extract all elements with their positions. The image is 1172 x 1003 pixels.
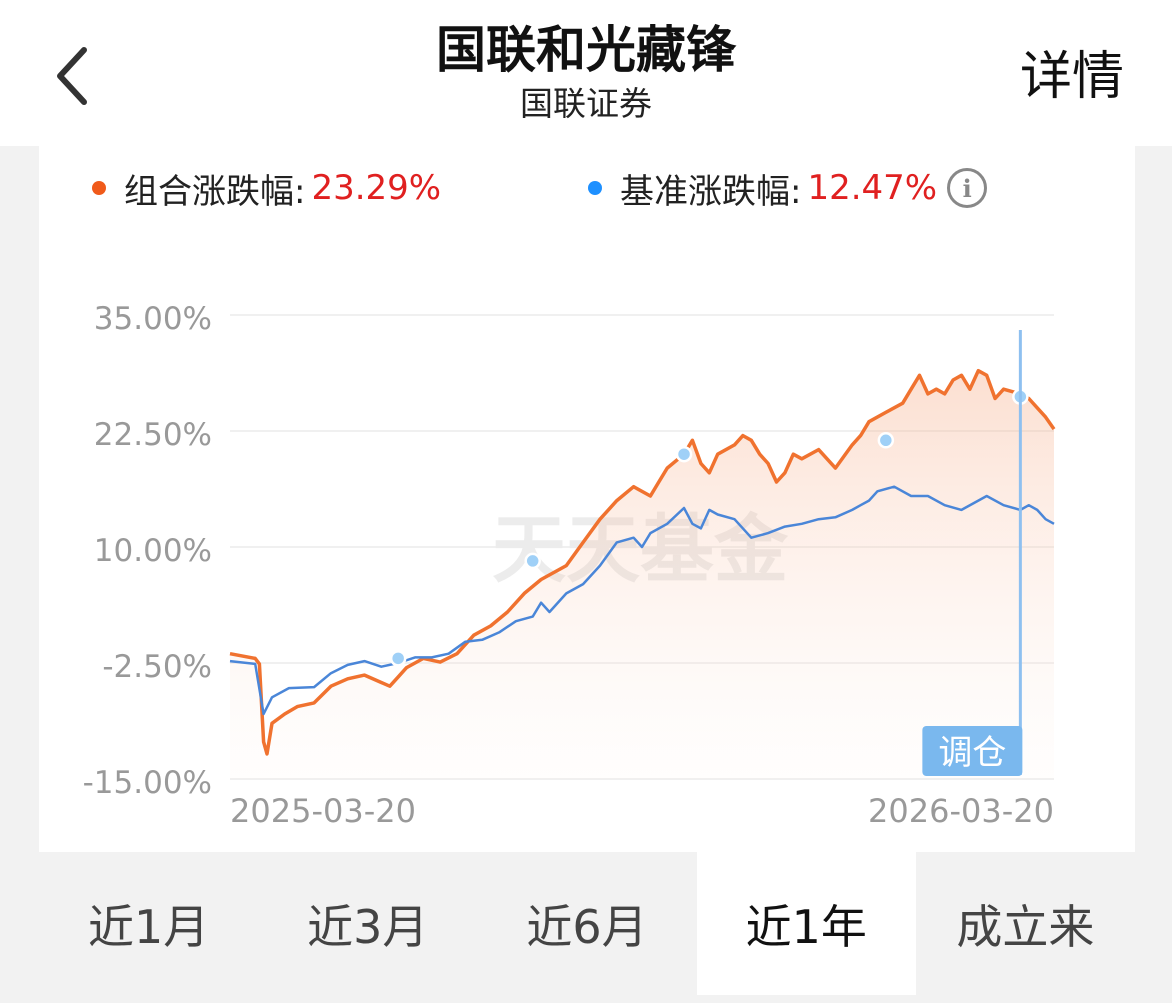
benchmark-dot-icon (588, 181, 602, 195)
rebalance-tooltip-bg (922, 726, 1023, 776)
info-icon[interactable]: i (947, 168, 988, 208)
portfolio-dot-icon (92, 181, 106, 195)
rebalance-marker[interactable] (877, 432, 895, 449)
y-tick-label: -2.50% (102, 649, 212, 685)
x-tick-end: 2026-03-20 (868, 792, 1054, 830)
rebalance-markers (389, 388, 1029, 667)
portfolio-label: 组合涨跌幅: (124, 171, 306, 212)
y-tick-label: 10.00% (94, 533, 212, 569)
rebalance-marker[interactable] (675, 445, 693, 463)
portfolio-area (230, 370, 1054, 779)
y-axis-ticks: 35.00% 22.50% 10.00% -2.50% -15.00% (83, 301, 212, 801)
chevron-left-icon (57, 47, 87, 105)
tab-6m[interactable]: 近6月 (526, 899, 648, 954)
rebalance-tooltip: 调仓 (922, 726, 1023, 776)
rebalance-marker[interactable] (524, 552, 541, 570)
benchmark-value: 12.47% (807, 168, 938, 208)
y-tick-label: -15.00% (83, 765, 212, 801)
detail-button[interactable]: 详情 (1019, 47, 1124, 107)
benchmark-label: 基准涨跌幅: (620, 171, 802, 212)
tab-since-inception[interactable]: 成立来 (956, 899, 1095, 954)
legend-portfolio: 组合涨跌幅: 23.29% (92, 160, 441, 216)
period-tabs: 近1月 近3月 近6月 近1年 成立来 (39, 852, 1135, 995)
series-line-portfolio (229, 368, 1056, 756)
x-tick-start: 2025-03-20 (230, 792, 416, 830)
y-tick-label: 22.50% (94, 417, 212, 453)
tab-1m[interactable]: 近1月 (87, 899, 210, 954)
series-line-benchmark (229, 485, 1055, 716)
page-subtitle: 国联证券 (520, 84, 652, 123)
tab-1y[interactable]: 近1年 (696, 852, 916, 995)
y-tick-label: 35.00% (94, 301, 212, 337)
rebalance-tooltip-label: 调仓 (938, 733, 1006, 773)
legend-benchmark: 基准涨跌幅: 12.47% i (588, 160, 988, 216)
performance-chart[interactable]: 35.00%22.50%10.00%-2.50%-15.00% 天天基金 调仓 … (0, 0, 1172, 852)
app-header: 国联和光藏锋 国联证券 详情 (0, 0, 1172, 146)
tab-3m[interactable]: 近3月 (307, 899, 429, 954)
page-title: 国联和光藏锋 (436, 21, 736, 79)
rebalance-marker[interactable] (389, 650, 407, 667)
portfolio-value: 23.29% (311, 168, 442, 208)
back-button[interactable] (44, 38, 104, 114)
